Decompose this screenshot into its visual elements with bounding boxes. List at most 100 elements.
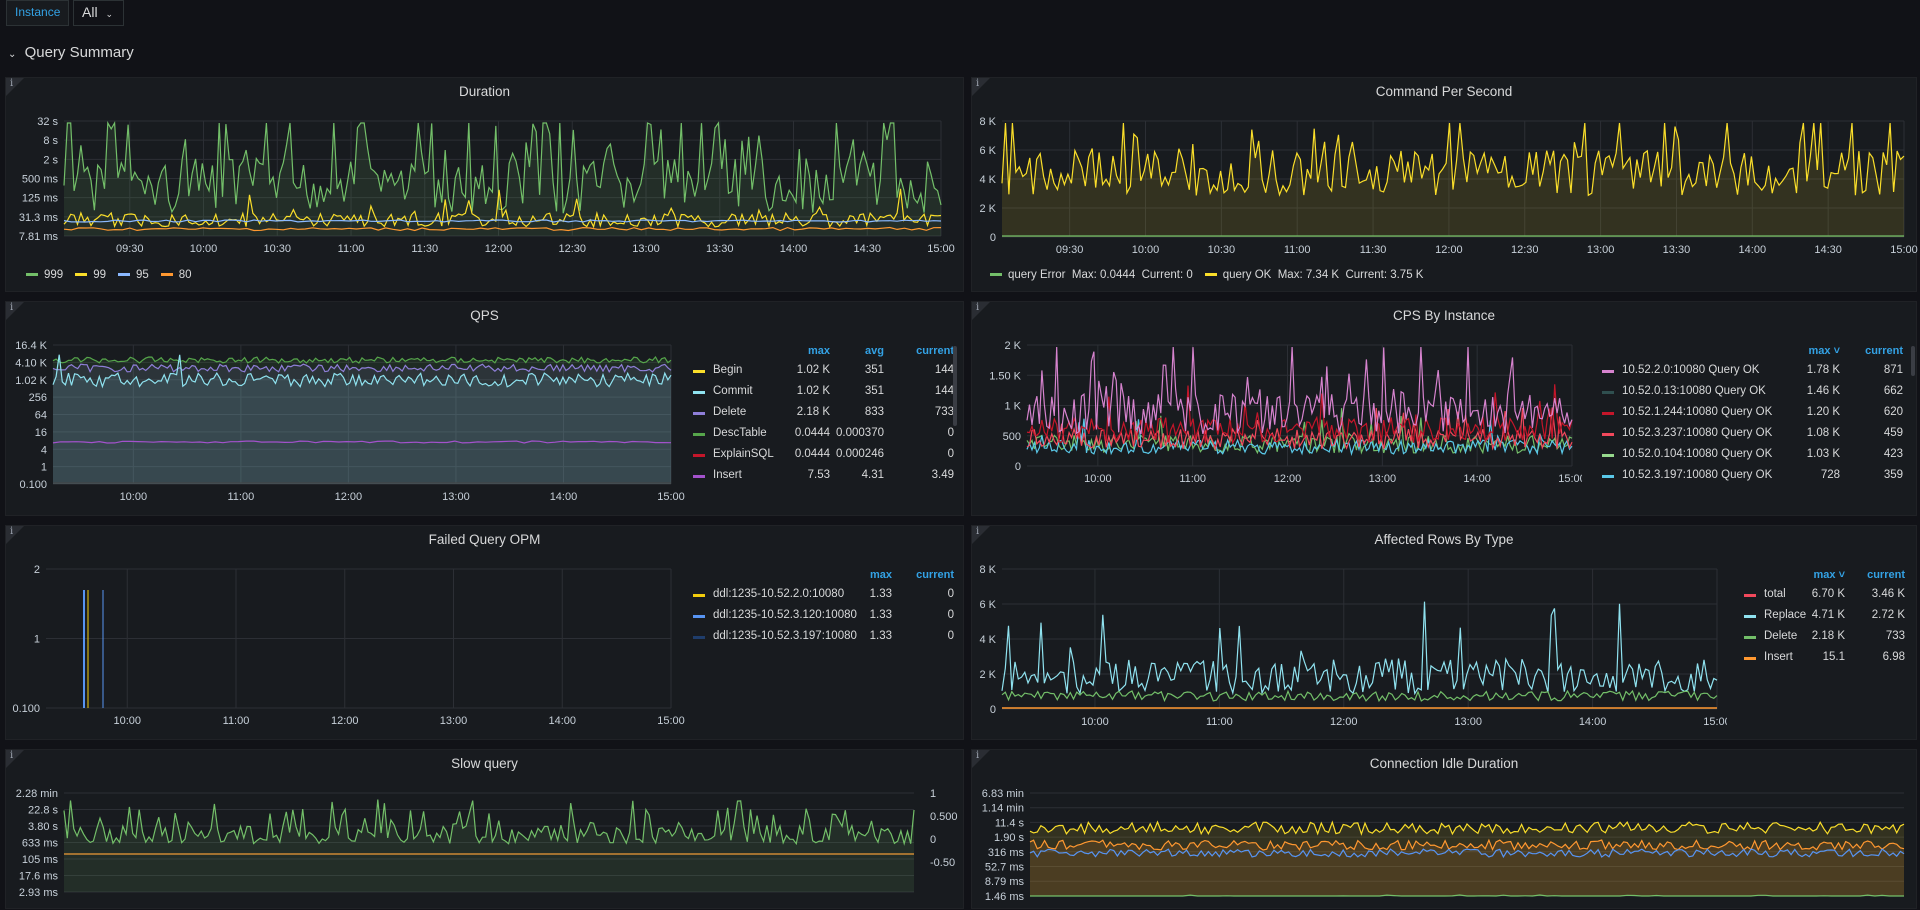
legend-row[interactable]: Delete 2.18 K 733	[1740, 628, 1910, 649]
affected-rows-chart[interactable]: 8 K 6 K 4 K 2 K 0 10:00 11:00 12:00 13:00 14:00 15…	[972, 526, 1727, 741]
legend-scrollbar[interactable]	[953, 346, 957, 426]
legend-avg: 0.000246	[836, 448, 884, 460]
legend-row[interactable]: total 6.70 K 3.46 K	[1740, 586, 1910, 607]
row-query-summary[interactable]: ⌄ Query Summary	[8, 44, 134, 61]
cps-legend: query Error Max: 0.0444 Current: 0 query …	[990, 269, 1435, 281]
legend-max: 2.18 K	[1811, 630, 1845, 642]
x-tick-label: 10:00	[1081, 716, 1109, 728]
legend-item[interactable]: 80	[160, 269, 192, 281]
x-tick-label: 10:00	[1084, 473, 1112, 485]
legend-scrollbar[interactable]	[1911, 346, 1915, 376]
series-999	[1029, 820, 1905, 836]
legend-swatch	[26, 273, 38, 277]
legend-label: ddl:1235-10.52.2.0:10080	[713, 588, 845, 600]
slow-query-chart[interactable]: 2.28 min 22.8 s 3.80 s 633 ms 105 ms 17.6 ms 2…	[6, 750, 965, 910]
legend-header-current[interactable]: current	[1867, 569, 1905, 581]
x-tick-label: 15:00	[1890, 244, 1918, 256]
legend-label: Delete	[713, 406, 747, 418]
legend-row[interactable]: ddl:1235-10.52.2.0:10080 1.33 0	[689, 586, 955, 607]
legend-item[interactable]: 95	[117, 269, 149, 281]
legend-row[interactable]: 10.52.2.0:10080 Query OK 1.78 K 871	[1598, 362, 1908, 383]
legend-item[interactable]: 999	[26, 269, 63, 281]
legend-max: Max: 0.0444	[1071, 269, 1136, 281]
y-tick-label: 4 K	[979, 174, 996, 186]
legend-row[interactable]: 10.52.3.237:10080 Query OK 1.08 K 459	[1598, 425, 1908, 446]
legend-row[interactable]: 10.52.1.244:10080 Query OK 1.20 K 620	[1598, 404, 1908, 425]
series-delete-area	[53, 364, 671, 484]
legend-row[interactable]: 10.52.0.104:10080 Query OK 1.03 K 423	[1598, 446, 1908, 467]
y2-tick-label: 0.500	[930, 811, 958, 823]
failed-query-chart[interactable]: 2 1 0.100 10:00 11:00 12:00 13:00 14:00 15:00	[6, 526, 686, 741]
panel-info-icon[interactable]: i	[6, 78, 24, 96]
y-tick-label: 1 K	[1004, 401, 1021, 413]
cps-chart[interactable]: 8 K 6 K 4 K 2 K 0 09:30 10:00 10:30 11:00 11:30 12…	[972, 78, 1918, 293]
legend-label: total	[1764, 588, 1786, 600]
x-tick-label: 13:00	[1454, 716, 1482, 728]
legend-row[interactable]: Delete 2.18 K 833 733	[689, 404, 955, 425]
legend-current: 733	[1885, 630, 1905, 642]
panel-title: Connection Idle Duration	[1369, 756, 1519, 771]
legend-max: 1.03 K	[1806, 448, 1840, 460]
legend-row[interactable]: DescTable 0.0444 0.000370 0	[689, 425, 955, 446]
qps-chart[interactable]: 16.4 K 4.10 K 1.02 K 256 64 16 4 1 0.100 10:00 11:…	[6, 302, 686, 517]
legend-header-max[interactable]: max ˅	[1813, 569, 1846, 581]
legend-current: 359	[1883, 469, 1903, 481]
cps-by-instance-chart[interactable]: 2 K 1.50 K 1 K 500 0 10:00 11:00 12:00 13:00 14:0…	[972, 302, 1582, 517]
legend-row[interactable]: Begin 1.02 K 351 144	[689, 362, 955, 383]
legend-swatch	[1744, 657, 1756, 660]
legend-row[interactable]: Insert 15.1 6.98	[1740, 649, 1910, 670]
legend-swatch	[693, 391, 705, 394]
legend-header-max[interactable]: max ˅	[1808, 345, 1841, 357]
legend-header-max[interactable]: max	[807, 345, 830, 357]
panel-info-icon[interactable]: i	[972, 526, 990, 544]
legend-header-current[interactable]: current	[1865, 345, 1903, 357]
legend-row[interactable]: Insert 7.53 4.31 3.49	[689, 467, 955, 488]
panel-info-icon[interactable]: i	[6, 526, 24, 544]
legend-current: Current: 3.75 K	[1345, 269, 1424, 281]
legend-header-current[interactable]: current	[916, 569, 954, 581]
panel-info-icon[interactable]: i	[6, 302, 24, 320]
legend-row[interactable]: Commit 1.02 K 351 144	[689, 383, 955, 404]
x-tick-label: 14:00	[780, 243, 808, 255]
legend-row[interactable]: ddl:1235-10.52.3.120:10080 1.33 0	[689, 607, 955, 628]
panel-title: CPS By Instance	[1392, 308, 1496, 323]
legend-row[interactable]: ExplainSQL 0.0444 0.000246 0	[689, 446, 955, 467]
series-6	[1026, 418, 1573, 457]
panel-info-icon[interactable]: i	[972, 302, 990, 320]
y-tick-label: 6 K	[979, 599, 996, 611]
panel-info-icon[interactable]: i	[972, 78, 990, 96]
x-tick-label: 14:00	[1463, 473, 1491, 485]
y-tick-label: 11.4 s	[995, 817, 1025, 829]
legend-row[interactable]: ddl:1235-10.52.3.197:10080 1.33 0	[689, 628, 955, 649]
series-delete-total	[52, 355, 672, 364]
legend-row[interactable]: Replace 4.71 K 2.72 K	[1740, 607, 1910, 628]
legend-current: 459	[1883, 427, 1903, 439]
legend-row[interactable]: 10.52.0.13:10080 Query OK 1.46 K 662	[1598, 383, 1908, 404]
legend-current: 0	[947, 609, 954, 621]
x-tick-label: 11:30	[411, 243, 438, 255]
legend-swatch	[1602, 433, 1614, 436]
variable-label-instance: Instance	[6, 0, 70, 26]
y-tick-label: 500	[1003, 431, 1021, 443]
affected-rows-legend-table: max ˅ current total 6.70 K 3.46 K Replace 4.71…	[1740, 569, 1910, 739]
duration-chart[interactable]: 32 s 8 s 2 s 500 ms 125 ms 31.3 ms 7.81 ms 09:3…	[6, 78, 965, 293]
legend-item[interactable]: 99	[75, 269, 106, 281]
legend-label: query OK	[1222, 269, 1272, 281]
connection-idle-chart[interactable]: 6.83 min 1.14 min 11.4 s 1.90 s 316 ms 52.7 m…	[972, 750, 1918, 910]
x-tick-label: 10:00	[190, 243, 218, 255]
legend-header-current[interactable]: current	[916, 345, 954, 357]
x-tick-label: 14:00	[550, 491, 578, 503]
legend-row[interactable]: 10.52.3.197:10080 Query OK 728 359	[1598, 467, 1908, 488]
x-tick-label: 15:00	[657, 715, 685, 727]
legend-item[interactable]: query Error Max: 0.0444 Current: 0	[990, 269, 1193, 281]
legend-item[interactable]: query OK Max: 7.34 K Current: 3.75 K	[1204, 269, 1424, 281]
y-tick-label: 1	[34, 634, 40, 646]
legend-header-avg[interactable]: avg	[865, 345, 884, 357]
x-tick-label: 15:00	[927, 243, 955, 255]
x-tick-label: 11:00	[1179, 473, 1206, 485]
legend-avg: 351	[864, 385, 884, 397]
panel-info-icon[interactable]: i	[6, 750, 24, 768]
panel-info-icon[interactable]: i	[972, 750, 990, 768]
legend-header-max[interactable]: max	[869, 569, 892, 581]
instance-select[interactable]: All ⌄	[73, 0, 124, 26]
